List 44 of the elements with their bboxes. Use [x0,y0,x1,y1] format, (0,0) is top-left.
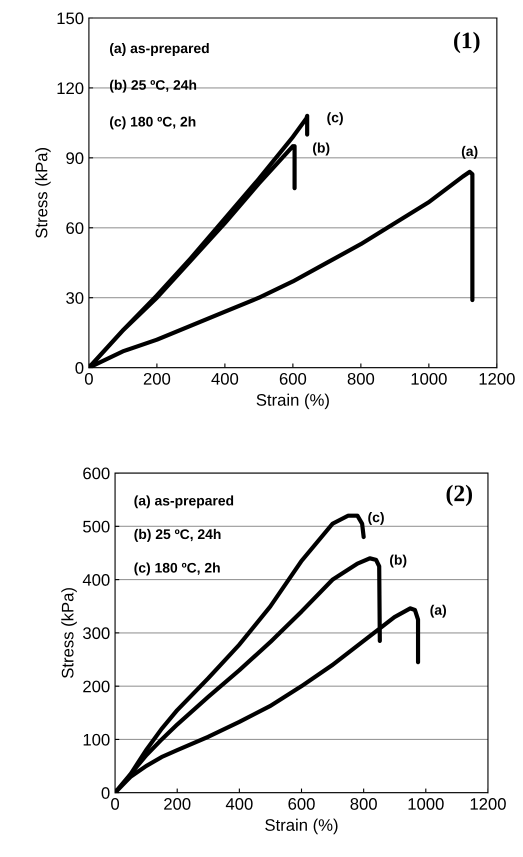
x-tick-label: 0 [111,798,120,810]
annotation: (2) [446,484,472,506]
series-label: (a) [430,604,446,618]
x-tick-label: 600 [280,372,306,385]
y-tick-label: 0 [102,787,110,799]
y-tick-label: 100 [84,734,110,746]
x-tick-label: 200 [144,372,170,385]
x-tick-label: 1200 [470,798,506,810]
x-tick-label: 400 [211,372,238,385]
annotation: (b) 25 ºC, 24h [134,528,220,542]
series-label: (a) [462,146,478,159]
y-tick-label: 500 [83,520,110,533]
y-tick-label: 300 [83,627,110,640]
x-axis-title: Strain (%) [256,394,329,410]
y-tick-label: 60 [66,222,84,234]
y-tick-label: 90 [66,152,84,164]
annotation: (1) [454,32,480,54]
y-tick-label: 150 [58,12,84,24]
x-tick-label: 400 [226,798,253,810]
series-label: (c) [327,112,343,126]
series-label: (b) [390,554,406,568]
y-tick-label: 200 [83,680,110,692]
x-tick-label: 1000 [408,798,444,810]
x-tick-label: 1000 [412,372,447,385]
x-tick-label: 1200 [480,372,515,385]
y-tick-label: 120 [58,82,84,94]
x-tick-label: 800 [348,372,374,385]
annotation: (b) 25 ºC, 24h [110,80,196,93]
y-axis-title: Stress (kPa) [35,148,51,238]
x-tick-label: 600 [288,798,315,810]
annotation: (c) 180 ºC, 2h [110,116,196,130]
annotation: (a) as-prepared [110,42,209,56]
series-label: (c) [368,512,384,525]
y-tick-label: 0 [75,362,84,374]
x-tick-label: 200 [164,798,190,810]
y-tick-label: 400 [82,574,110,586]
annotation: (a) as-prepared [134,495,234,508]
series-label: (b) [313,142,330,156]
annotation: (c) 180 ºC, 2h [134,562,220,576]
x-axis-title: Strain (%) [265,818,338,834]
y-tick-label: 600 [83,467,110,480]
x-tick-label: 800 [350,798,377,810]
y-tick-label: 30 [66,292,84,304]
y-axis-title: Stress (kPa) [61,588,77,678]
